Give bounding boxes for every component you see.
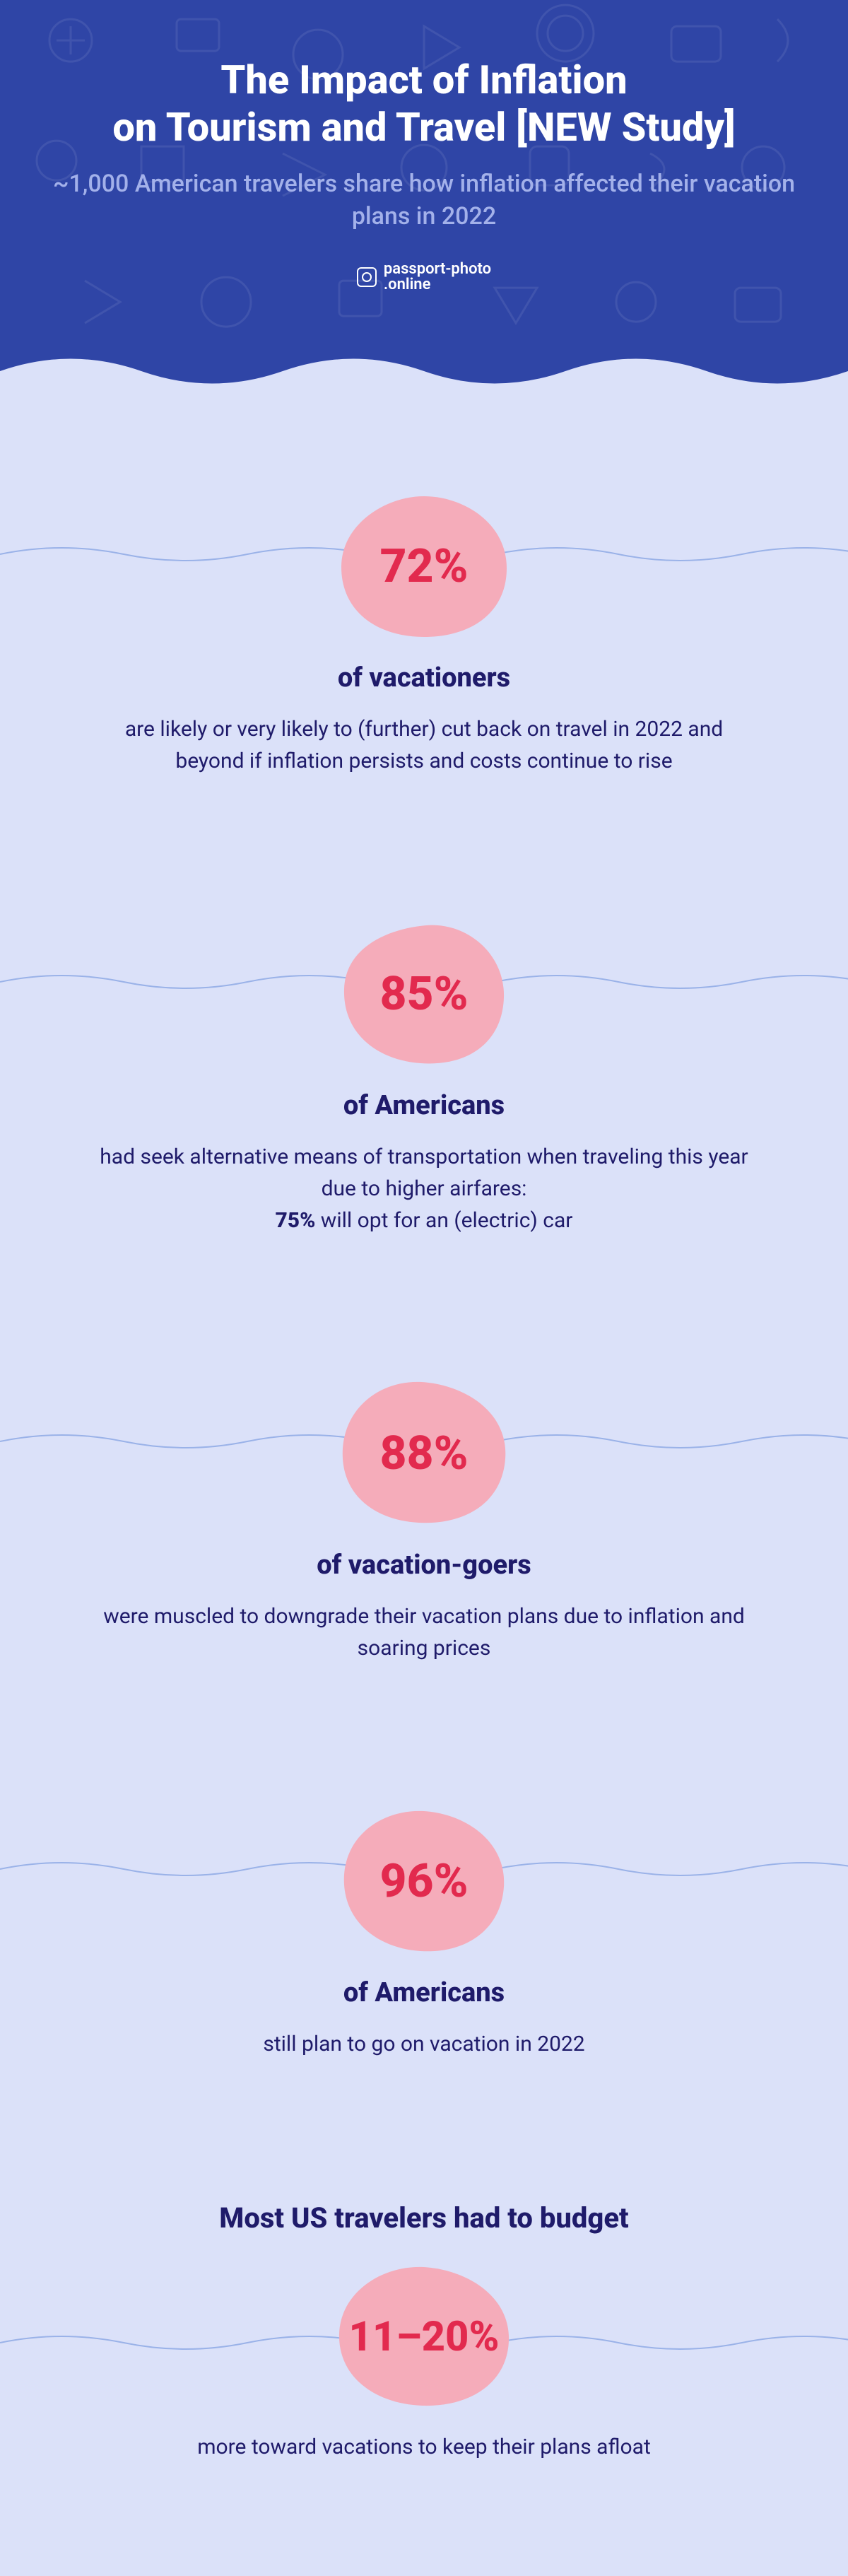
stat-description: still plan to go on vacation in 2022 bbox=[99, 2028, 749, 2060]
budget-value: 11–20% bbox=[349, 2313, 500, 2361]
title-line-2: on Tourism and Travel [NEW Study] bbox=[112, 104, 735, 151]
camera-icon bbox=[357, 267, 377, 287]
budget-section: Most US travelers had to budget 11–20% m… bbox=[71, 2201, 777, 2463]
brand-logo: passport-photo .online bbox=[357, 262, 491, 293]
header-section: The Impact of Inflation on Tourism and T… bbox=[0, 0, 848, 392]
logo-text: passport-photo .online bbox=[384, 262, 491, 293]
stat-label: of vacationers bbox=[71, 662, 777, 693]
stat-blob: 72% bbox=[336, 491, 512, 643]
stat-blob: 88% bbox=[336, 1378, 512, 1530]
stat-blob: 11–20% bbox=[332, 2263, 516, 2411]
stat-block-3: 88% of vacation-goers were muscled to do… bbox=[71, 1378, 777, 1664]
stat-value: 88% bbox=[379, 1427, 468, 1481]
stat-description: were muscled to downgrade their vacation… bbox=[99, 1600, 749, 1664]
stat-blob: 96% bbox=[336, 1805, 512, 1957]
stat-block-2: 85% of Americans had seek alternative me… bbox=[71, 918, 777, 1236]
budget-heading: Most US travelers had to budget bbox=[71, 2201, 777, 2235]
stat-label: of Americans bbox=[71, 1090, 777, 1121]
title-line-1: The Impact of Inflation bbox=[220, 57, 627, 103]
subtitle: ~1,000 American travelers share how infl… bbox=[42, 168, 806, 233]
stat-value: 96% bbox=[379, 1854, 468, 1909]
stat-value: 85% bbox=[379, 967, 468, 1021]
stat-value: 72% bbox=[379, 539, 468, 594]
stat-description: had seek alternative means of transporta… bbox=[99, 1141, 749, 1236]
wave-divider bbox=[0, 343, 848, 392]
stat-block-1: 72% of vacationers are likely or very li… bbox=[71, 491, 777, 777]
stat-label: of Americans bbox=[71, 1977, 777, 2008]
stat-label: of vacation-goers bbox=[71, 1550, 777, 1581]
content-section: 72% of vacationers are likely or very li… bbox=[0, 392, 848, 2576]
stat-blob: 85% bbox=[336, 918, 512, 1070]
stat-description: are likely or very likely to (further) c… bbox=[99, 713, 749, 777]
stat-block-4: 96% of Americans still plan to go on vac… bbox=[71, 1805, 777, 2060]
main-title: The Impact of Inflation on Tourism and T… bbox=[42, 57, 806, 151]
